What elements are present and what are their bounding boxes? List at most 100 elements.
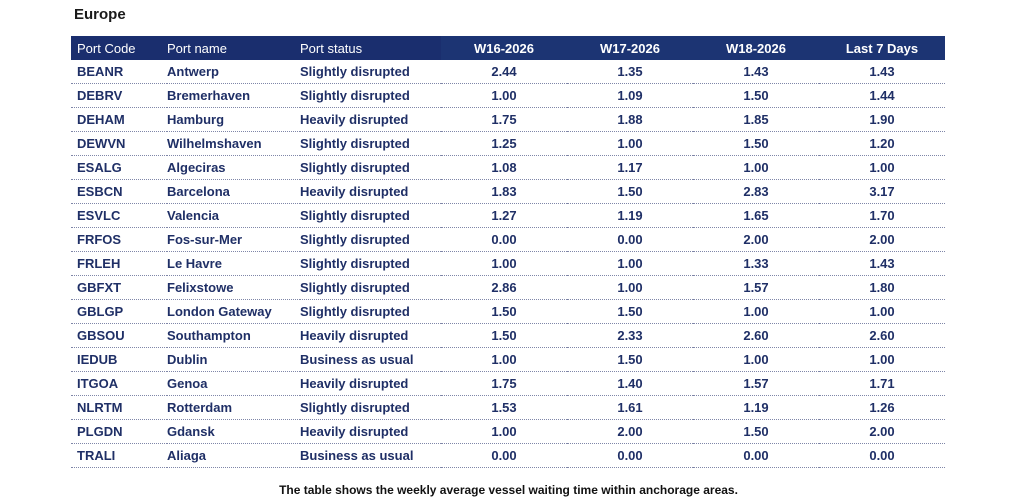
header-last-7-days: Last 7 Days bbox=[819, 36, 945, 60]
port-code-cell: BEANR bbox=[71, 60, 167, 84]
port-status-cell: Business as usual bbox=[300, 443, 441, 468]
w16-cell: 2.86 bbox=[441, 275, 567, 300]
w17-cell: 1.61 bbox=[567, 395, 693, 420]
port-code-cell: GBLGP bbox=[71, 299, 167, 324]
table-row: IEDUB Dublin Business as usual 1.00 1.50 1.00… bbox=[71, 347, 945, 372]
port-status-cell: Heavily disrupted bbox=[300, 419, 441, 444]
port-code-cell: NLRTM bbox=[71, 395, 167, 420]
port-status-cell: Slightly disrupted bbox=[300, 60, 441, 84]
table-row: NLRTM Rotterdam Slightly disrupted 1.53 1.61… bbox=[71, 395, 945, 420]
port-name-cell: London Gateway bbox=[167, 299, 300, 324]
w16-cell: 1.25 bbox=[441, 131, 567, 156]
table-row: ITGOA Genoa Heavily disrupted 1.75 1.40 1.57 1… bbox=[71, 371, 945, 396]
w16-cell: 1.50 bbox=[441, 299, 567, 324]
port-code-cell: TRALI bbox=[71, 443, 167, 468]
w16-cell: 1.27 bbox=[441, 203, 567, 228]
w17-cell: 1.50 bbox=[567, 299, 693, 324]
port-name-cell: Barcelona bbox=[167, 179, 300, 204]
table-row: TRALI Aliaga Business as usual 0.00 0.00 0.00… bbox=[71, 443, 945, 468]
w16-cell: 0.00 bbox=[441, 227, 567, 252]
w17-cell: 0.00 bbox=[567, 227, 693, 252]
port-code-cell: PLGDN bbox=[71, 419, 167, 444]
port-waiting-table: Port Code Port name Port status W16-2026… bbox=[71, 36, 945, 468]
header-port-status: Port status bbox=[300, 36, 441, 60]
w17-cell: 1.88 bbox=[567, 107, 693, 132]
port-status-cell: Slightly disrupted bbox=[300, 251, 441, 276]
port-code-cell: ESALG bbox=[71, 155, 167, 180]
table-row: GBFXT Felixstowe Slightly disrupted 2.86 1.0… bbox=[71, 275, 945, 300]
port-status-cell: Slightly disrupted bbox=[300, 83, 441, 108]
port-code-cell: FRLEH bbox=[71, 251, 167, 276]
w18-cell: 1.33 bbox=[693, 251, 819, 276]
w18-cell: 1.43 bbox=[693, 60, 819, 84]
w16-cell: 1.00 bbox=[441, 251, 567, 276]
table-body: BEANR Antwerp Slightly disrupted 2.44 1.35 1.… bbox=[71, 60, 945, 468]
table-row: GBSOU Southampton Heavily disrupted 1.50 2.3… bbox=[71, 323, 945, 348]
last-7-days-cell: 0.00 bbox=[819, 443, 945, 468]
w17-cell: 1.40 bbox=[567, 371, 693, 396]
table-row: DEHAM Hamburg Heavily disrupted 1.75 1.88 1.8… bbox=[71, 107, 945, 132]
table-row: DEBRV Bremerhaven Slightly disrupted 1.00 1.… bbox=[71, 83, 945, 108]
port-code-cell: GBSOU bbox=[71, 323, 167, 348]
port-name-cell: Aliaga bbox=[167, 443, 300, 468]
table-header-row: Port Code Port name Port status W16-2026… bbox=[71, 36, 945, 60]
port-code-cell: DEWVN bbox=[71, 131, 167, 156]
w16-cell: 1.00 bbox=[441, 83, 567, 108]
last-7-days-cell: 3.17 bbox=[819, 179, 945, 204]
port-name-cell: Valencia bbox=[167, 203, 300, 228]
region-title: Europe bbox=[74, 6, 126, 23]
table-row: ESVLC Valencia Slightly disrupted 1.27 1.19 1… bbox=[71, 203, 945, 228]
port-status-cell: Slightly disrupted bbox=[300, 299, 441, 324]
port-name-cell: Genoa bbox=[167, 371, 300, 396]
header-port-code: Port Code bbox=[71, 36, 167, 60]
port-status-cell: Slightly disrupted bbox=[300, 227, 441, 252]
w17-cell: 1.00 bbox=[567, 275, 693, 300]
header-w16: W16-2026 bbox=[441, 36, 567, 60]
w16-cell: 1.75 bbox=[441, 371, 567, 396]
table-row: PLGDN Gdansk Heavily disrupted 1.00 2.00 1.50… bbox=[71, 419, 945, 444]
table-row: GBLGP London Gateway Slightly disrupted 1.5… bbox=[71, 299, 945, 324]
port-name-cell: Rotterdam bbox=[167, 395, 300, 420]
port-name-cell: Le Havre bbox=[167, 251, 300, 276]
w17-cell: 1.00 bbox=[567, 131, 693, 156]
port-name-cell: Fos-sur-Mer bbox=[167, 227, 300, 252]
table-caption: The table shows the weekly average vesse… bbox=[279, 483, 738, 497]
w18-cell: 1.50 bbox=[693, 131, 819, 156]
port-name-cell: Hamburg bbox=[167, 107, 300, 132]
port-name-cell: Antwerp bbox=[167, 60, 300, 84]
port-status-cell: Business as usual bbox=[300, 347, 441, 372]
w18-cell: 1.65 bbox=[693, 203, 819, 228]
w17-cell: 1.17 bbox=[567, 155, 693, 180]
w17-cell: 1.35 bbox=[567, 60, 693, 84]
last-7-days-cell: 1.44 bbox=[819, 83, 945, 108]
w18-cell: 1.00 bbox=[693, 347, 819, 372]
port-code-cell: ITGOA bbox=[71, 371, 167, 396]
w18-cell: 1.85 bbox=[693, 107, 819, 132]
port-name-cell: Wilhelmshaven bbox=[167, 131, 300, 156]
w18-cell: 1.57 bbox=[693, 275, 819, 300]
w16-cell: 2.44 bbox=[441, 60, 567, 84]
port-status-cell: Slightly disrupted bbox=[300, 395, 441, 420]
table-row: ESBCN Barcelona Heavily disrupted 1.83 1.50 2… bbox=[71, 179, 945, 204]
port-name-cell: Gdansk bbox=[167, 419, 300, 444]
w18-cell: 0.00 bbox=[693, 443, 819, 468]
w18-cell: 1.50 bbox=[693, 419, 819, 444]
port-status-cell: Heavily disrupted bbox=[300, 371, 441, 396]
last-7-days-cell: 1.43 bbox=[819, 251, 945, 276]
port-status-cell: Slightly disrupted bbox=[300, 131, 441, 156]
port-name-cell: Dublin bbox=[167, 347, 300, 372]
port-status-cell: Slightly disrupted bbox=[300, 203, 441, 228]
port-name-cell: Algeciras bbox=[167, 155, 300, 180]
port-name-cell: Southampton bbox=[167, 323, 300, 348]
table-row: FRLEH Le Havre Slightly disrupted 1.00 1.00 1… bbox=[71, 251, 945, 276]
w16-cell: 0.00 bbox=[441, 443, 567, 468]
port-code-cell: ESVLC bbox=[71, 203, 167, 228]
last-7-days-cell: 1.90 bbox=[819, 107, 945, 132]
w17-cell: 1.50 bbox=[567, 179, 693, 204]
w18-cell: 1.57 bbox=[693, 371, 819, 396]
w18-cell: 2.00 bbox=[693, 227, 819, 252]
last-7-days-cell: 2.00 bbox=[819, 227, 945, 252]
w18-cell: 2.60 bbox=[693, 323, 819, 348]
port-status-cell: Heavily disrupted bbox=[300, 323, 441, 348]
header-port-name: Port name bbox=[167, 36, 300, 60]
